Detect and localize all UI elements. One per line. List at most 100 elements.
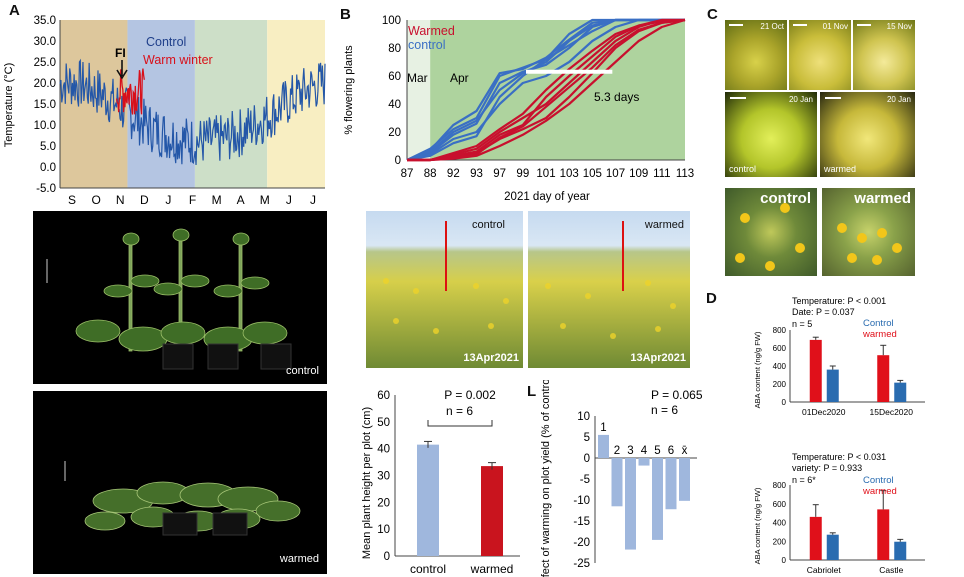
temp-month-label: O — [91, 193, 100, 205]
aba-variety-bar-control-0 — [826, 534, 839, 560]
aba-date-bar-control-1 — [894, 382, 907, 402]
flowering-series-warmed-9 — [407, 18, 686, 162]
height-ytick: 40 — [377, 444, 390, 456]
month-label-apr: Apr — [450, 71, 469, 85]
height-ytick: 60 — [377, 390, 390, 402]
height-ytick: 20 — [377, 497, 390, 509]
yield-ytick: -15 — [573, 516, 590, 528]
aba-variety-stat-3: n = 6* — [792, 475, 816, 485]
yield-ytick: -10 — [573, 495, 590, 507]
aba-date-bar-warmed-1 — [877, 355, 890, 402]
panel-label-c: C — [707, 6, 718, 23]
flowering-xtick: 92 — [447, 168, 460, 180]
flowering-chart: 0 20 40 60 80 100 87 88 92 93 97 99 101 103 105 107 109 1… — [343, 15, 694, 203]
temp-ytick: 20.0 — [34, 78, 56, 90]
aba-variety-ytick: 0 — [782, 556, 787, 565]
photo-bud-nov15: 15 Nov — [853, 20, 915, 90]
aba-variety-legend-warmed: warmed — [862, 486, 897, 497]
flowering-ytick: 40 — [388, 99, 401, 111]
flowering-series-warmed-11 — [407, 18, 686, 162]
temp-month-label: M — [212, 193, 222, 205]
yield-bar-label: 5 — [654, 445, 660, 457]
aba-date-ytick: 200 — [773, 380, 787, 389]
height-bar-control — [417, 444, 439, 556]
aba-date-bar-control-0 — [826, 369, 839, 402]
height-ytick: 0 — [384, 551, 390, 563]
height-ylabel: Mean plant height per plot (cm) — [361, 407, 373, 559]
photo-field-warmed: warmed 13Apr2021 — [528, 211, 690, 368]
aba-date-chart: 0 200 400 600 800 01Dec2020 15Dec2020 Tempera… — [753, 296, 925, 417]
flowering-ytick: 100 — [382, 15, 401, 27]
photo-field-control: control 13Apr2021 — [366, 211, 523, 368]
temp-month-label: J — [165, 193, 171, 205]
aba-variety-bar-warmed-1 — [877, 509, 890, 560]
temp-ytick: 5.0 — [40, 141, 56, 153]
flowering-xtick: 113 — [676, 168, 694, 180]
photo-flower-warmed: warmed — [822, 188, 915, 276]
flowering-ytick: 20 — [388, 127, 401, 139]
photo-field-control-label: control — [471, 219, 505, 231]
height-chart: 0 10 20 30 40 50 60 control warmed Mean plant h… — [361, 388, 520, 576]
aba-date-legend-warmed: warmed — [862, 329, 897, 340]
flowering-series-warmed-10 — [407, 18, 685, 162]
aba-variety-chart: 0 200 400 600 800 Cabriolet Castle Temperatur… — [753, 452, 925, 575]
yield-n: n = 6 — [651, 403, 678, 417]
photo-bud-jan-warmed-label: warmed — [824, 164, 857, 174]
aba-variety-ytick: 400 — [773, 519, 787, 528]
aba-date-ytick: 400 — [773, 362, 787, 371]
flowering-annotation: 5.3 days — [594, 90, 639, 104]
temp-ytick: 15.0 — [34, 99, 56, 111]
temp-month-label: J — [310, 193, 316, 205]
flowering-legend-warmed: Warmed — [408, 24, 455, 38]
aba-variety-legend-control: Control — [863, 475, 894, 486]
yield-bar-label: 6 — [668, 445, 674, 457]
flowering-xtick: 99 — [516, 168, 529, 180]
yield-p-value: P = 0.065 — [651, 388, 703, 402]
flowering-xtick: 109 — [629, 168, 648, 180]
yield-bar-label: x̄ — [682, 445, 688, 457]
aba-variety-bar-warmed-0 — [809, 516, 822, 560]
temp-ytick: 35.0 — [34, 15, 56, 27]
flowering-xtick: 105 — [583, 168, 602, 180]
aba-variety-stat-2: variety: P = 0.933 — [792, 463, 862, 473]
temp-month-label: A — [237, 193, 245, 205]
photo-bud-jan-control-date: 20 Jan — [788, 95, 813, 104]
yield-bar-4 — [638, 458, 650, 466]
temp-ytick: 10.0 — [34, 120, 56, 132]
yield-ytick: -5 — [580, 474, 590, 486]
height-xtick: warmed — [470, 562, 514, 576]
panel-label-b: B — [340, 6, 351, 23]
aba-date-xtick: 15Dec2020 — [870, 407, 914, 417]
yield-ytick: -25 — [573, 558, 590, 570]
aba-variety-stat-1: Temperature: P < 0.031 — [792, 452, 886, 462]
aba-date-ytick: 800 — [773, 326, 787, 335]
flowering-xtick: 101 — [536, 168, 555, 180]
flowering-ylabel: % flowering plants — [343, 45, 355, 135]
flowering-legend-control: control — [408, 38, 446, 52]
aba-date-stat-1: Temperature: P < 0.001 — [792, 296, 886, 306]
panel-label-d: D — [706, 290, 717, 307]
temp-ytick: -5.0 — [36, 183, 56, 195]
photo-bud-nov1: 01 Nov — [789, 20, 851, 90]
temp-month-label: F — [189, 193, 196, 205]
flowering-xtick: 88 — [424, 168, 437, 180]
temp-month-label: M — [260, 193, 270, 205]
photo-flower-warmed-label: warmed — [854, 190, 911, 207]
yield-ytick: -20 — [573, 537, 590, 549]
aba-date-xtick: 01Dec2020 — [802, 407, 846, 417]
temp-month-label: N — [116, 193, 125, 205]
flowering-xtick: 111 — [653, 168, 670, 180]
photo-control-plants: control — [33, 211, 327, 384]
yield-bar-6 — [665, 458, 677, 510]
yield-bar-label: 2 — [614, 445, 620, 457]
fi-arrow-icon — [116, 60, 128, 80]
flowering-ytick: 60 — [388, 71, 401, 83]
temp-month-label: D — [140, 193, 149, 205]
temperature-chart: 35.0 30.0 25.0 20.0 15.0 10.0 5.0 0.0 -5.0 S O N D J F… — [3, 15, 326, 205]
flowering-xtick: 107 — [606, 168, 625, 180]
aba-variety-bar-control-1 — [894, 541, 907, 560]
photo-field-control-date: 13Apr2021 — [463, 352, 519, 364]
yield-ytick: 5 — [584, 432, 590, 444]
height-ytick: 30 — [377, 471, 390, 483]
aba-variety-ytick: 600 — [773, 500, 787, 509]
